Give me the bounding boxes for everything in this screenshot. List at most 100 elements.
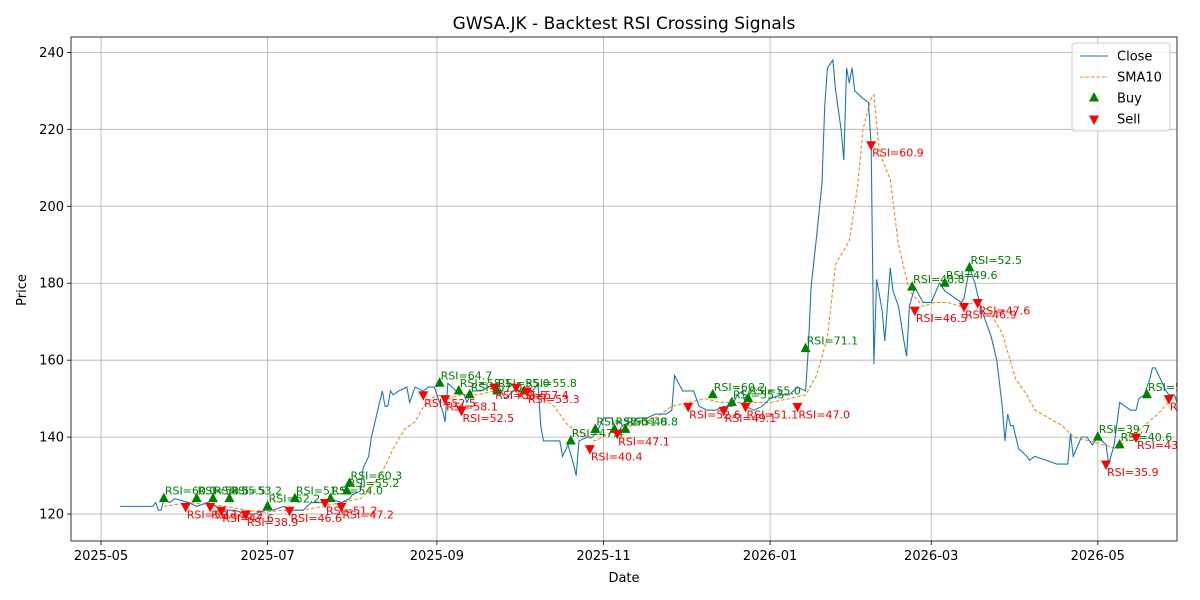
plot-frame bbox=[70, 36, 1178, 542]
sell-marker bbox=[740, 402, 751, 413]
buy-marker bbox=[590, 423, 601, 433]
legend-box bbox=[1071, 42, 1171, 132]
sell-annotation: RSI=51.1 bbox=[747, 408, 799, 421]
buy-marker bbox=[344, 477, 355, 487]
sell-marker bbox=[584, 445, 595, 455]
buy-annotation: RSI=60.2 bbox=[714, 381, 766, 394]
buy-annotation: RSI=58.5 bbox=[198, 485, 250, 498]
buy-marker bbox=[1141, 388, 1152, 399]
sell-annotation: RSI=40.4 bbox=[591, 451, 643, 464]
buy-marker bbox=[707, 388, 718, 399]
sell-annotation: RSI=52.5 bbox=[424, 397, 476, 410]
buy-marker bbox=[964, 261, 975, 272]
buy-annotation: RSI=52.5 bbox=[970, 254, 1022, 267]
buy-marker bbox=[208, 492, 219, 503]
y-tick-label: 140 bbox=[39, 431, 64, 446]
legend: Close SMA10 Buy Sell bbox=[1071, 42, 1171, 132]
y-tick-label: 160 bbox=[39, 354, 64, 369]
sma10-line bbox=[163, 93, 1177, 513]
buy-marker bbox=[158, 492, 169, 503]
x-tick-label: 2026-03 bbox=[904, 549, 958, 564]
sell-annotation: RSI=52.5 bbox=[463, 412, 515, 425]
sell-marker bbox=[909, 306, 920, 317]
buy-marker bbox=[434, 377, 445, 387]
legend-label: Buy bbox=[1117, 92, 1142, 107]
sell-marker bbox=[284, 506, 295, 517]
sell-annotation: RSI=47.6 bbox=[979, 304, 1031, 317]
sell-marker bbox=[792, 402, 803, 413]
sell-annotation: RSI=47.6 bbox=[222, 512, 274, 525]
sell-marker bbox=[866, 141, 877, 151]
y-tick-label: 220 bbox=[39, 123, 64, 138]
buy-annotation: RSI=52.0 bbox=[596, 415, 648, 428]
sell-annotation: RSI=47.2 bbox=[342, 508, 394, 521]
buy-annotation: RSI=60.0 bbox=[165, 485, 217, 498]
buy-annotation: RSI=60.3 bbox=[351, 469, 403, 482]
sell-marker bbox=[1100, 460, 1111, 471]
sell-annotation: RSI=38.9 bbox=[247, 516, 299, 529]
sell-marker bbox=[319, 499, 330, 509]
legend-label: Close bbox=[1117, 50, 1152, 65]
buy-annotation: RSI=52.3 bbox=[1148, 381, 1200, 394]
buy-marker bbox=[726, 396, 737, 406]
sell-annotation: RSI=49.8 bbox=[1170, 401, 1200, 414]
sell-marker bbox=[683, 402, 694, 413]
buy-marker bbox=[743, 392, 754, 403]
buy-annotation: RSI=39.7 bbox=[1099, 423, 1151, 436]
buy-annotation: RSI=55.8 bbox=[525, 377, 577, 390]
buy-annotation: RSI=48.8 bbox=[913, 273, 965, 286]
sell-marker bbox=[336, 502, 347, 513]
buy-marker bbox=[907, 281, 918, 291]
plot-area: 2025-05 2025-07 2025-09 2025-11 2026-01 2026-… bbox=[39, 36, 1200, 564]
sell-annotation: RSI=47.0 bbox=[798, 408, 850, 421]
sell-annotation: RSI=53.3 bbox=[528, 393, 580, 406]
sell-annotation: RSI=50.1 bbox=[187, 508, 239, 521]
sell-annotation: RSI=46.9 bbox=[965, 308, 1017, 321]
sell-marker bbox=[216, 506, 227, 517]
buy-annotation: RSI=55.2 bbox=[348, 477, 400, 490]
legend-swatch-buy bbox=[1089, 92, 1099, 102]
sell-marker bbox=[180, 502, 191, 513]
sell-marker bbox=[440, 395, 451, 405]
sell-marker bbox=[418, 391, 429, 401]
sell-marker bbox=[1131, 433, 1142, 444]
buy-annotation: RSI=49.6 bbox=[946, 269, 998, 282]
buy-marker bbox=[800, 342, 811, 353]
buy-marker bbox=[565, 434, 576, 445]
y-tick-label: 120 bbox=[39, 508, 64, 523]
sell-annotation: RSI=60.9 bbox=[872, 147, 924, 160]
y-tick-label: 180 bbox=[39, 277, 64, 292]
sell-marker bbox=[612, 429, 623, 440]
buy-marker bbox=[1114, 438, 1125, 449]
buy-marker bbox=[191, 492, 202, 503]
legend-swatch-sell bbox=[1089, 115, 1099, 125]
buy-marker bbox=[289, 492, 300, 503]
buy-annotation: RSI=55.0 bbox=[749, 385, 801, 398]
buy-marker bbox=[453, 384, 464, 395]
buy-annotation: RSI=53.2 bbox=[230, 485, 282, 498]
sell-marker bbox=[489, 383, 500, 394]
x-tick-label: 2025-07 bbox=[240, 549, 294, 564]
sell-annotation: RSI=46.5 bbox=[916, 312, 968, 325]
buy-marker bbox=[620, 423, 631, 433]
buy-marker bbox=[341, 484, 352, 495]
sell-marker bbox=[718, 406, 729, 417]
y-tick-label: 200 bbox=[39, 200, 64, 215]
buy-marker bbox=[464, 388, 475, 399]
sell-marker bbox=[456, 406, 467, 417]
x-tick-label: 2026-01 bbox=[743, 549, 797, 564]
sell-marker bbox=[240, 510, 251, 521]
sell-annotation: RSI=43.2 bbox=[1137, 439, 1189, 452]
sell-marker bbox=[522, 387, 533, 397]
sell-annotation: RSI=52.6 bbox=[689, 408, 741, 421]
sell-annotation: RSI=57.4 bbox=[517, 389, 569, 402]
x-axis-label: Date bbox=[608, 571, 639, 586]
buy-annotation: RSI=47.4 bbox=[572, 427, 624, 440]
buy-annotation: RSI=64.7 bbox=[441, 369, 493, 382]
sell-annotation: RSI=46.6 bbox=[290, 512, 342, 525]
legend-label: SMA10 bbox=[1117, 71, 1162, 86]
buy-annotation: RSI=51.5 bbox=[296, 485, 348, 498]
buy-marker bbox=[224, 492, 235, 503]
